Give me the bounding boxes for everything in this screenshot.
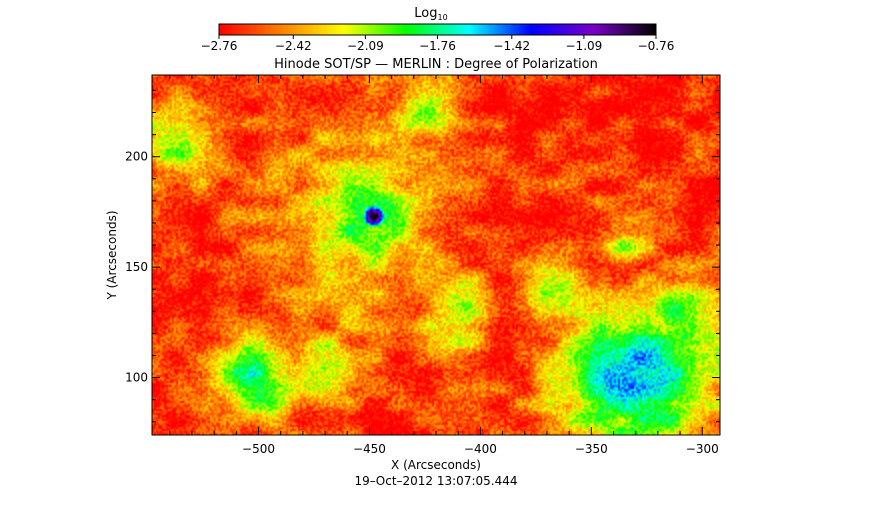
colorbar-tick-label: −1.42: [493, 39, 530, 53]
x-tick-label: −450: [353, 442, 386, 456]
axis-ticks: −500 −450 −400 −350 −300 100 150 200: [125, 75, 720, 456]
plot-area: −500 −450 −400 −350 −300 100 150 200: [125, 74, 721, 456]
colorbar-gradient: [218, 23, 657, 36]
colorbar-ticks: −2.76 −2.42 −2.09 −1.76 −1.42 −1.09 −0.76: [201, 35, 675, 53]
y-tick-label: 100: [125, 371, 148, 385]
colorbar-tick-label: −2.76: [201, 39, 238, 53]
x-tick-label: −500: [242, 442, 275, 456]
colorbar: Log10 −2.76 −2.42 −2.09 −1.76 −1.42 −1.09 −0.7…: [201, 6, 675, 53]
x-tick-label: −400: [464, 442, 497, 456]
polarization-heatmap: [152, 75, 720, 435]
colorbar-label-subscript: 10: [438, 13, 448, 22]
timestamp: 19–Oct–2012 13:07:05.444: [355, 474, 518, 488]
colorbar-tick-label: −1.76: [419, 39, 456, 53]
chart-title: Hinode SOT/SP — MERLIN : Degree of Polar…: [274, 57, 598, 72]
y-tick-label: 150: [125, 260, 148, 274]
colorbar-tick-label: −2.09: [347, 39, 384, 53]
y-tick-label: 200: [125, 150, 148, 164]
x-tick-label: −350: [575, 442, 608, 456]
x-tick-label: −300: [686, 442, 719, 456]
colorbar-tick-label: −2.42: [275, 39, 312, 53]
colorbar-tick-label: −1.09: [566, 39, 603, 53]
x-axis-label: X (Arcseconds): [391, 458, 481, 472]
colorbar-label: Log10: [414, 6, 447, 22]
y-axis-label: Y (Arcseconds): [105, 210, 119, 300]
colorbar-tick-label: −0.76: [638, 39, 675, 53]
